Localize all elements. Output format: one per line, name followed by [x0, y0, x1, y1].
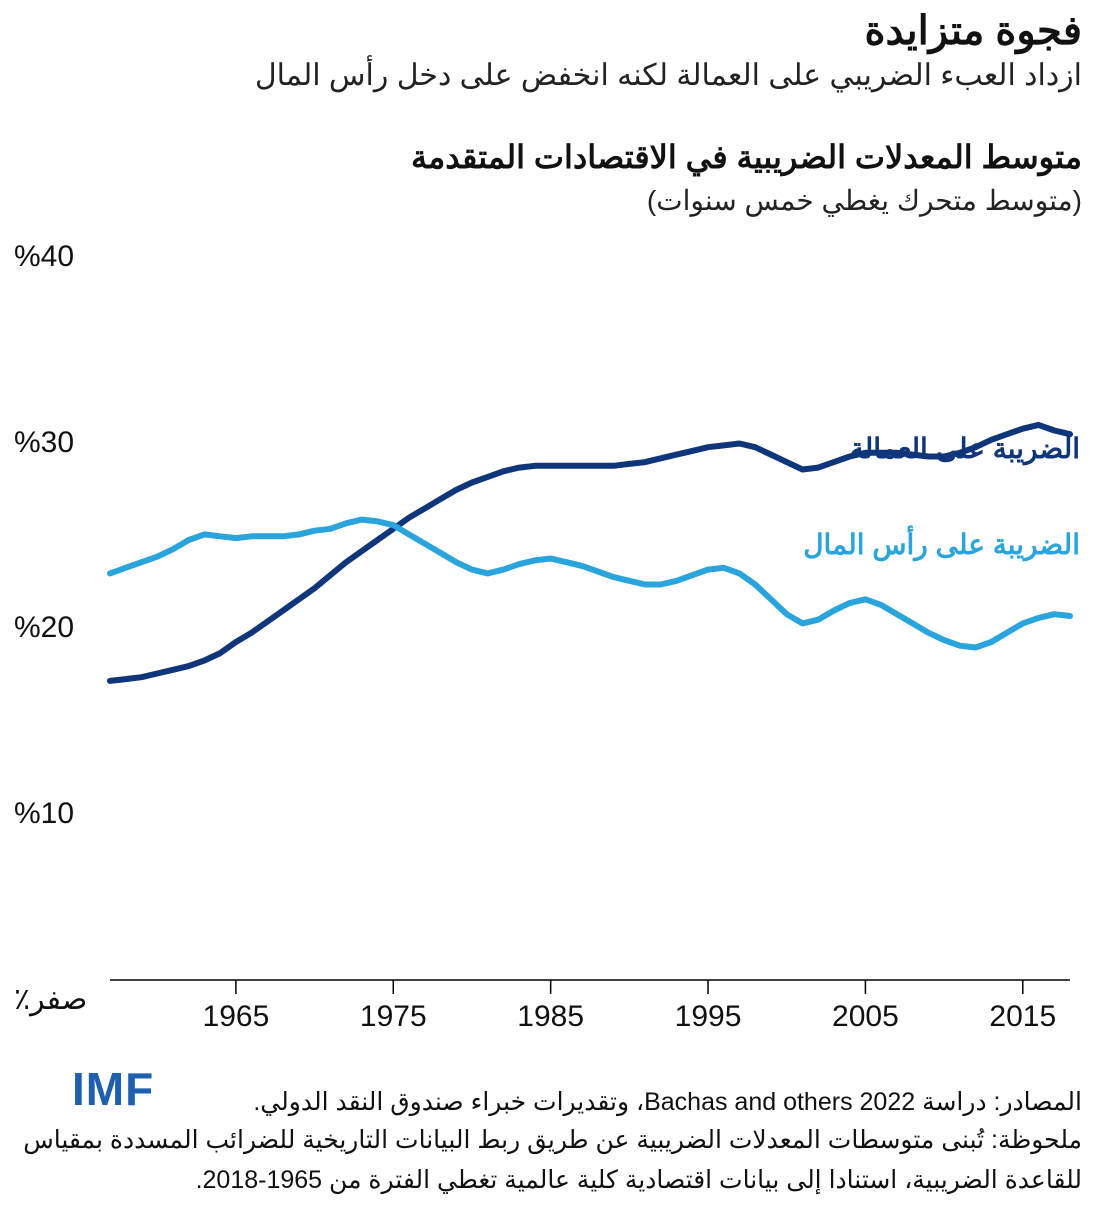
series-label-capital: الضريبة على رأس المال — [803, 528, 1080, 561]
page: { "title": "فجوة متزايدة", "subtitle": "… — [0, 0, 1104, 1214]
x-axis — [110, 980, 1070, 994]
y-tick-label: %40 — [14, 240, 74, 274]
x-tick-label: 2015 — [983, 1000, 1063, 1034]
imf-logo-text: IMF — [72, 1062, 154, 1116]
x-tick-label: 1985 — [511, 1000, 591, 1034]
y-tick-label: %10 — [14, 797, 74, 831]
y-tick-label: صفر٪ — [14, 982, 87, 1017]
note-text: ملحوظة: تُبنى متوسطات المعدلات الضريبية … — [22, 1120, 1082, 1200]
y-tick-label: %30 — [14, 426, 74, 460]
sources-text: المصادر: دراسة Bachas and others 2022، و… — [253, 1082, 1082, 1122]
y-tick-label: %20 — [14, 611, 74, 645]
x-tick-label: 1975 — [353, 1000, 433, 1034]
x-tick-label: 2005 — [825, 1000, 905, 1034]
series-label-labor: الضريبة على العمالة — [850, 432, 1080, 465]
x-tick-label: 1965 — [196, 1000, 276, 1034]
x-tick-label: 1995 — [668, 1000, 748, 1034]
